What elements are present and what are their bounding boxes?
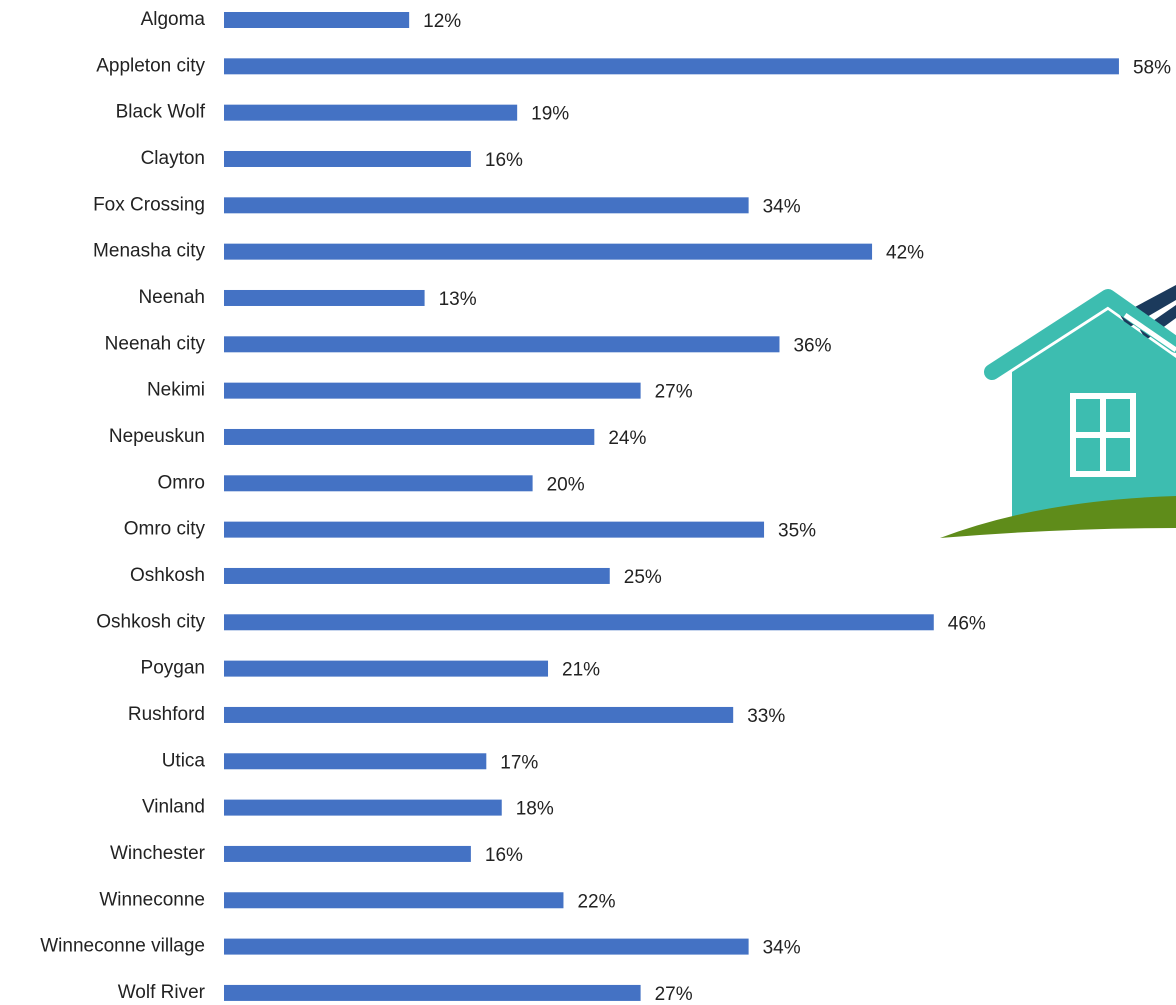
data-label: 16%	[485, 150, 523, 171]
bar	[224, 707, 733, 723]
data-label: 22%	[577, 891, 615, 912]
data-label: 34%	[763, 938, 801, 959]
bar	[224, 475, 533, 491]
category-label: Poygan	[141, 658, 205, 679]
data-label: 36%	[793, 335, 831, 356]
category-label: Clayton	[141, 148, 205, 169]
data-label: 20%	[547, 474, 585, 495]
chart: Algoma 12% Appleton city 58% Black Wolf 19% Cl…	[0, 0, 1176, 1005]
data-label: 35%	[778, 521, 816, 542]
bar	[224, 429, 594, 445]
bar	[224, 290, 425, 306]
category-label: Winneconne	[99, 889, 205, 910]
bar	[224, 985, 641, 1001]
category-label: Winneconne village	[40, 936, 205, 957]
data-label: 19%	[531, 104, 569, 125]
bar	[224, 753, 486, 769]
data-label: 27%	[655, 382, 693, 403]
bar	[224, 568, 610, 584]
data-label: 12%	[423, 11, 461, 32]
category-label: Appleton city	[96, 55, 205, 76]
house-illustration	[940, 285, 1176, 538]
data-label: 27%	[655, 984, 693, 1005]
data-label: 24%	[608, 428, 646, 449]
category-label: Neenah	[138, 287, 205, 308]
category-label: Menasha city	[93, 241, 205, 262]
category-label: Fox Crossing	[93, 194, 205, 215]
data-label: 33%	[747, 706, 785, 727]
data-label: 17%	[500, 752, 538, 773]
bar	[224, 661, 548, 677]
category-label: Vinland	[142, 797, 205, 818]
bar	[224, 151, 471, 167]
category-label: Neenah city	[105, 333, 206, 354]
bar	[224, 197, 749, 213]
category-label: Nekimi	[147, 380, 205, 401]
bar	[224, 58, 1119, 74]
bar	[224, 244, 872, 260]
category-label: Winchester	[110, 843, 206, 864]
category-label: Wolf River	[118, 982, 206, 1003]
category-label: Utica	[162, 750, 206, 771]
bar	[224, 800, 502, 816]
category-label: Oshkosh	[130, 565, 205, 586]
category-label: Rushford	[128, 704, 205, 725]
category-label: Black Wolf	[116, 102, 206, 123]
data-label: 25%	[624, 567, 662, 588]
category-label: Omro	[158, 472, 206, 493]
data-label: 18%	[516, 799, 554, 820]
bar	[224, 383, 641, 399]
data-label: 16%	[485, 845, 523, 866]
data-label: 42%	[886, 243, 924, 264]
data-label: 13%	[439, 289, 477, 310]
bar	[224, 614, 934, 630]
category-label: Omro city	[124, 519, 206, 540]
data-label: 34%	[763, 196, 801, 217]
bar	[224, 105, 517, 121]
bar	[224, 12, 409, 28]
bar	[224, 892, 563, 908]
data-label: 58%	[1133, 57, 1171, 78]
category-label: Oshkosh city	[96, 611, 205, 632]
category-label: Algoma	[141, 9, 206, 30]
data-label: 46%	[948, 613, 986, 634]
bar	[224, 522, 764, 538]
bar	[224, 846, 471, 862]
bar	[224, 939, 749, 955]
bar	[224, 336, 779, 352]
category-label: Nepeuskun	[109, 426, 205, 447]
data-label: 21%	[562, 660, 600, 681]
